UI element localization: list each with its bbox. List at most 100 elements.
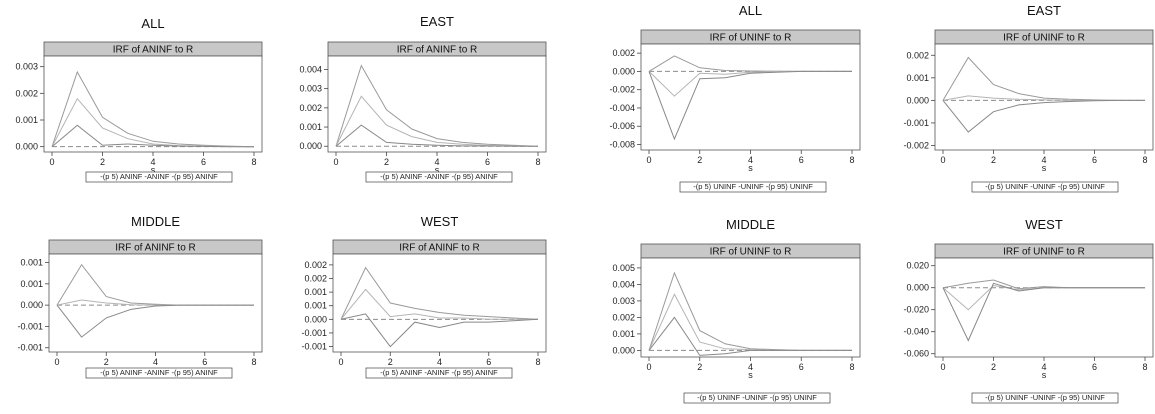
x-tick-label: 4 xyxy=(748,362,753,372)
plot-frame xyxy=(327,55,547,153)
x-tick-label: 0 xyxy=(646,362,651,372)
series-line xyxy=(942,282,1145,342)
legend-text: -(p 5) ANINF -ANINF -(p 95) ANINF xyxy=(380,172,498,181)
y-tick-label: 0.002 xyxy=(906,50,929,60)
x-tick-label: 4 xyxy=(150,157,155,167)
strip-label: IRF of UNINF to R xyxy=(710,247,792,258)
plot-frame xyxy=(332,253,547,353)
x-tick-label: 6 xyxy=(486,357,491,367)
legend-box xyxy=(683,392,831,404)
x-tick-label: 2 xyxy=(991,155,996,165)
y-tick-label: -0.004 xyxy=(609,103,635,113)
plot-frame xyxy=(934,43,1154,151)
legend-box xyxy=(971,392,1119,404)
plot-frame xyxy=(48,253,263,353)
plot-frame xyxy=(640,43,861,151)
chart-panel: ALL IRF of ANINF to R 0.000 0.001 0.002 0.003… xyxy=(15,16,263,183)
chart-panel: WEST IRF of ANINF to R 0.002 0.002 0.001 0.00… xyxy=(301,214,547,379)
y-tick-label: 0.000 xyxy=(906,95,929,105)
y-tick-label: 0.002 xyxy=(612,48,635,58)
x-tick-label: 2 xyxy=(991,362,996,372)
series-line xyxy=(335,64,539,147)
y-tick-label: -0.020 xyxy=(903,305,929,315)
series-line xyxy=(56,304,254,338)
x-tick-label: 6 xyxy=(1092,362,1097,372)
x-tick-label: 8 xyxy=(849,155,854,165)
legend-box xyxy=(85,367,233,379)
y-tick-label: -0.001 xyxy=(17,321,43,331)
x-tick-label: 0 xyxy=(940,155,945,165)
chart-panel: ALL IRF of UNINF to R 0.002 0.000 -0.002 -0.0… xyxy=(609,3,861,193)
y-tick-label: 0.002 xyxy=(612,312,635,322)
y-tick-label: 0.001 xyxy=(299,122,322,132)
x-tick-label: 2 xyxy=(697,362,702,372)
y-tick-label: 0.002 xyxy=(15,88,38,98)
legend-text: -(p 5) ANINF -ANINF -(p 95) ANINF xyxy=(100,172,218,181)
y-tick-label: 0.003 xyxy=(299,84,322,94)
series-line xyxy=(648,316,852,356)
x-axis-label: s xyxy=(151,165,156,175)
y-tick-label: 0.001 xyxy=(906,73,929,83)
y-tick-label: 0.001 xyxy=(612,329,635,339)
x-tick-label: 0 xyxy=(646,155,651,165)
y-tick-label: -0.001 xyxy=(17,343,43,353)
series-line xyxy=(648,70,852,141)
chart-panel: EAST IRF of ANINF to R 0.000 0.001 0.002 0.00… xyxy=(299,14,547,183)
chart-title: MIDDLE xyxy=(726,217,775,232)
x-tick-label: 8 xyxy=(849,362,854,372)
series-line xyxy=(340,313,539,348)
x-axis-label: s xyxy=(435,165,440,175)
y-tick-label: 0.001 xyxy=(20,258,43,268)
y-tick-label: -0.001 xyxy=(301,328,327,338)
y-tick-label: -0.001 xyxy=(903,118,929,128)
y-tick-label: 0.002 xyxy=(299,103,322,113)
y-tick-label: 0.000 xyxy=(15,142,38,152)
chart-title: MIDDLE xyxy=(131,214,180,229)
x-tick-label: 6 xyxy=(799,362,804,372)
x-axis-label: s xyxy=(748,370,753,380)
x-axis-label: s xyxy=(1042,370,1047,380)
strip-label: IRF of ANINF to R xyxy=(399,243,480,254)
chart-title: EAST xyxy=(1027,3,1061,18)
plot-frame xyxy=(934,257,1154,358)
y-tick-label: 0.000 xyxy=(20,300,43,310)
y-tick-label: 0.000 xyxy=(612,345,635,355)
x-tick-label: 4 xyxy=(434,157,439,167)
chart-title: ALL xyxy=(739,3,762,18)
x-tick-label: 8 xyxy=(251,157,256,167)
legend-box xyxy=(365,171,513,183)
strip-label: IRF of ANINF to R xyxy=(113,45,194,56)
x-tick-label: 4 xyxy=(748,155,753,165)
chart-panel: WEST IRF of UNINF to R 0.020 0.000 -0.020 -0.… xyxy=(903,217,1154,404)
legend-text: -(p 5) ANINF -ANINF -(p 95) ANINF xyxy=(100,368,218,377)
chart-title: WEST xyxy=(1025,217,1063,232)
x-tick-label: 0 xyxy=(49,157,54,167)
x-tick-label: 8 xyxy=(251,357,256,367)
legend-text: -(p 5) UNINF -UNINF -(p 95) UNINF xyxy=(693,182,813,191)
legend-text: -(p 5) UNINF -UNINF -(p 95) UNINF xyxy=(697,393,817,402)
x-tick-label: 0 xyxy=(54,357,59,367)
legend-box xyxy=(365,367,513,379)
x-tick-label: 2 xyxy=(104,357,109,367)
x-tick-label: 4 xyxy=(153,357,158,367)
x-axis-label: s xyxy=(748,163,753,173)
strip-label: IRF of ANINF to R xyxy=(115,243,196,254)
y-tick-label: 0.002 xyxy=(304,260,327,270)
x-tick-label: 8 xyxy=(1142,155,1147,165)
y-tick-label: 0.001 xyxy=(304,301,327,311)
y-tick-label: 0.020 xyxy=(906,261,929,271)
x-tick-label: 6 xyxy=(799,155,804,165)
plot-frame xyxy=(43,55,263,153)
x-tick-label: 2 xyxy=(697,155,702,165)
y-tick-label: -0.060 xyxy=(903,349,929,359)
strip-label: IRF of UNINF to R xyxy=(1003,247,1085,258)
y-tick-label: -0.040 xyxy=(903,327,929,337)
x-tick-label: 2 xyxy=(388,357,393,367)
strip-label: IRF of UNINF to R xyxy=(1003,33,1085,44)
x-tick-label: 4 xyxy=(1041,155,1046,165)
series-line xyxy=(51,124,254,148)
x-tick-label: 2 xyxy=(384,157,389,167)
legend-box xyxy=(679,181,827,193)
chart-panel: MIDDLE IRF of UNINF to R 0.000 0.001 0.002 0.… xyxy=(612,217,861,404)
plot-frame xyxy=(640,257,861,358)
